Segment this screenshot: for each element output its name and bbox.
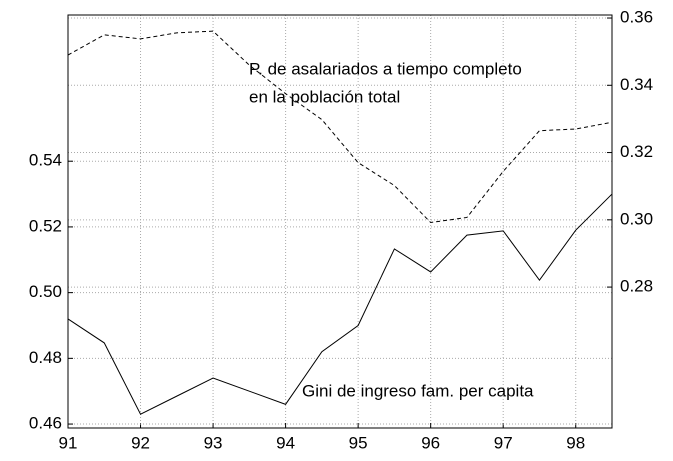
y2-tick-label: 0.32 (620, 142, 653, 161)
y2-tick-label: 0.28 (620, 277, 653, 296)
x-tick-label: 92 (131, 433, 150, 452)
y2-tick-label: 0.36 (620, 8, 653, 27)
x-tick-label: 97 (494, 433, 513, 452)
y-tick-label: 0.54 (29, 151, 62, 170)
y-tick-label: 0.46 (29, 414, 62, 433)
x-tick-label: 95 (349, 433, 368, 452)
annotation: P. de asalariados a tiempo completo (249, 59, 522, 78)
plot-frame (67, 14, 613, 429)
x-tick-label: 91 (59, 433, 78, 452)
series-line (67, 193, 613, 415)
x-tick-label: 93 (204, 433, 223, 452)
annotation: en la población total (249, 87, 400, 106)
y-tick-label: 0.48 (29, 348, 62, 367)
y2-tick-label: 0.30 (620, 209, 653, 228)
y-tick-label: 0.52 (29, 216, 62, 235)
x-tick-label: 96 (421, 433, 440, 452)
x-tick-label: 98 (566, 433, 585, 452)
x-tick-label: 94 (276, 433, 295, 452)
annotation: Gini de ingreso fam. per capita (302, 381, 534, 400)
y2-tick-label: 0.34 (620, 75, 653, 94)
y-tick-label: 0.50 (29, 282, 62, 301)
